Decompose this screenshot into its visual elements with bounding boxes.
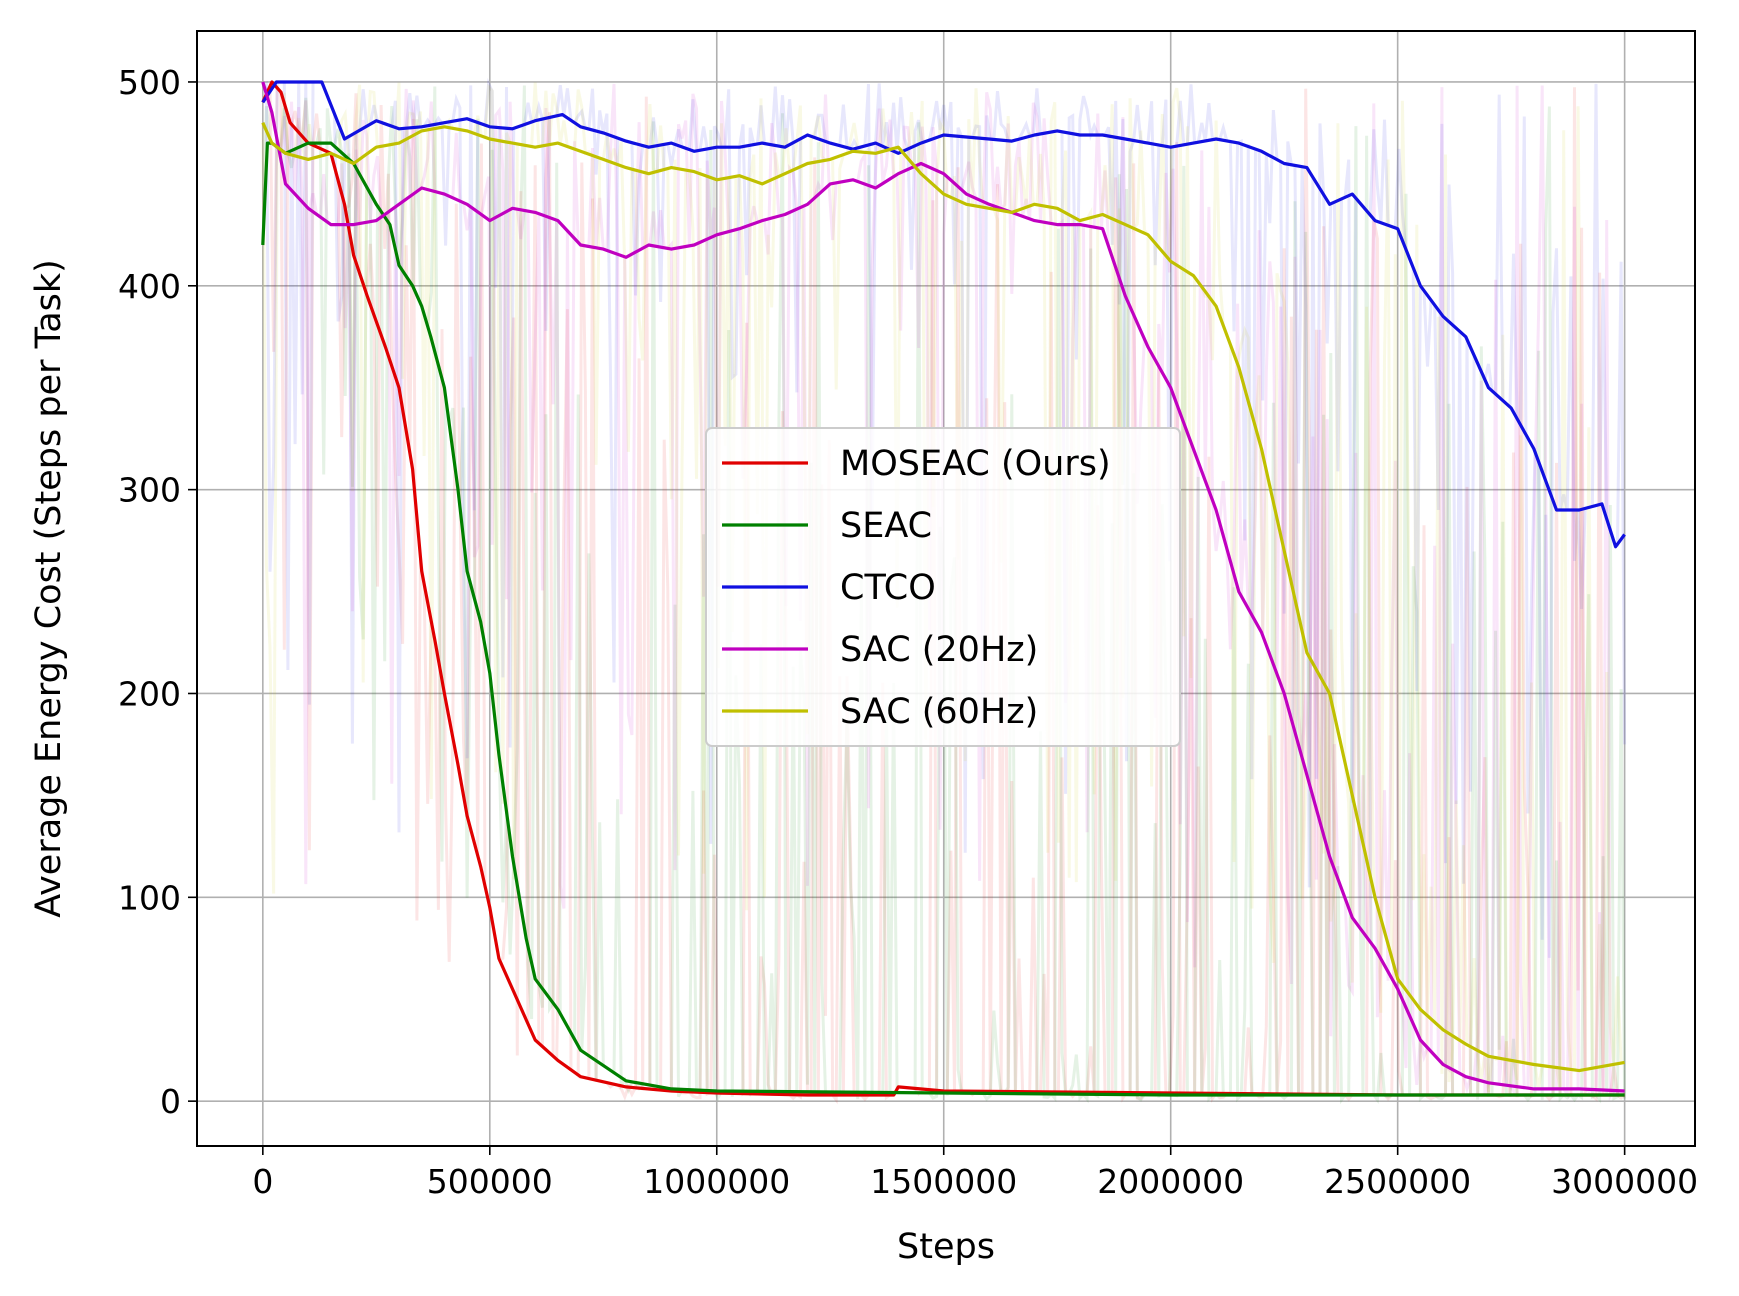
series-line xyxy=(261,80,1625,1097)
y-tick-label: 400 xyxy=(118,267,181,306)
x-tick-label: 3000000 xyxy=(1551,1162,1698,1201)
series-line xyxy=(261,81,1625,1093)
series-lines xyxy=(261,80,1626,1097)
x-tick-label: 1500000 xyxy=(870,1162,1017,1201)
legend: MOSEAC (Ours) SEAC CTCO SAC (20Hz) SAC (60Hz… xyxy=(705,427,1181,747)
series-line xyxy=(261,80,1626,549)
x-tick-label: 1000000 xyxy=(643,1162,790,1201)
y-tick-label: 200 xyxy=(118,674,181,713)
legend-label: SAC (60Hz) xyxy=(840,692,1038,732)
raw-noise-line xyxy=(261,82,1625,1092)
raw-noise-line xyxy=(261,81,1625,1102)
y-tick-label: 100 xyxy=(118,878,181,917)
legend-label: CTCO xyxy=(840,568,936,608)
y-axis-label: Average Energy Cost (Steps per Task) xyxy=(29,259,69,918)
x-axis-label: Steps xyxy=(897,1227,995,1267)
legend-box xyxy=(705,427,1181,747)
y-tick-label: 500 xyxy=(118,63,181,102)
x-axis-ticks: 0 500000 1000000 1500000 2000000 2500000 30000… xyxy=(252,1146,1698,1201)
x-tick-label: 2500000 xyxy=(1324,1162,1471,1201)
x-tick-label: 0 xyxy=(252,1162,273,1201)
raw-noise-line xyxy=(262,78,1627,958)
x-tick-label: 2000000 xyxy=(1097,1162,1244,1201)
legend-label: SAC (20Hz) xyxy=(840,630,1038,670)
legend-label: SEAC xyxy=(840,506,932,546)
y-tick-label: 0 xyxy=(160,1082,181,1121)
series-line xyxy=(261,141,1625,1097)
y-axis-ticks: 0 100 200 300 400 500 xyxy=(118,63,197,1121)
series-line xyxy=(261,122,1625,1073)
x-tick-label: 500000 xyxy=(427,1162,553,1201)
plot-frame xyxy=(196,30,1696,1147)
legend-label: MOSEAC (Ours) xyxy=(840,444,1111,484)
y-tick-label: 300 xyxy=(118,471,181,510)
